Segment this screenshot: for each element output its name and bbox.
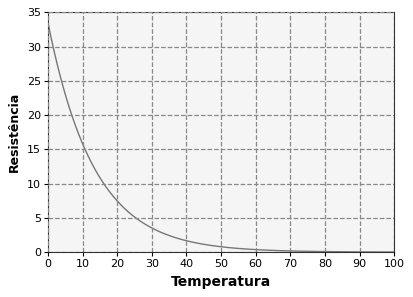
Y-axis label: Resistência: Resistência bbox=[8, 92, 21, 172]
X-axis label: Temperatura: Temperatura bbox=[171, 275, 271, 289]
